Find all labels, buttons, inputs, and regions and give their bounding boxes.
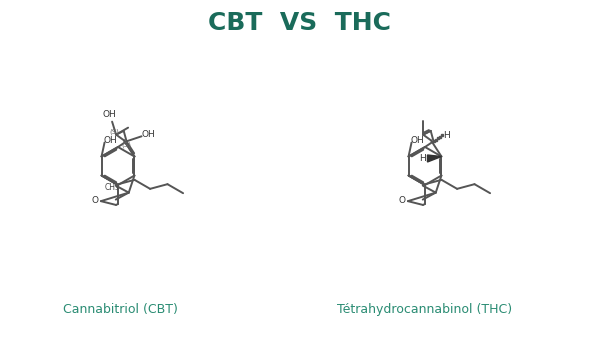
Text: (S): (S) [122, 141, 131, 148]
Text: OH: OH [142, 130, 155, 139]
Text: Tétrahydrocannabinol (THC): Tétrahydrocannabinol (THC) [337, 304, 512, 316]
Polygon shape [427, 155, 442, 162]
Text: O: O [398, 196, 406, 204]
Text: O: O [91, 196, 98, 204]
Text: OH: OH [102, 110, 116, 119]
Text: H: H [419, 154, 426, 163]
Text: CBT  VS  THC: CBT VS THC [209, 11, 392, 35]
Text: OH: OH [410, 136, 424, 145]
Text: CH₃: CH₃ [104, 183, 119, 192]
Text: OH: OH [104, 136, 118, 145]
Text: (S): (S) [109, 129, 119, 135]
Text: H: H [443, 131, 450, 140]
Text: Cannabitriol (CBT): Cannabitriol (CBT) [62, 304, 178, 316]
